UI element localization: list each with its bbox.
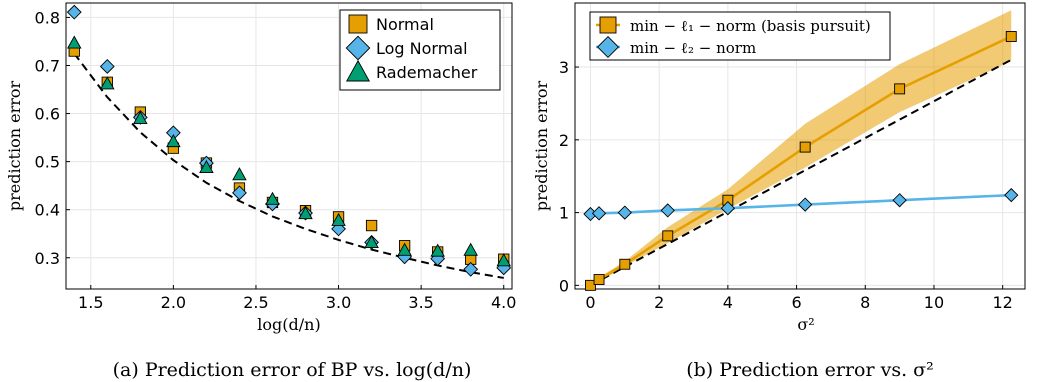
- y-tick-label: 0.6: [35, 105, 60, 124]
- x-tick-label: 4.0: [491, 293, 516, 312]
- x-tick-label: 10: [924, 293, 944, 312]
- data-point-triangle: [496, 253, 512, 267]
- reference-dashed-curve: [589, 58, 1012, 287]
- panel-b-marks: [583, 10, 1019, 291]
- x-tick-label: 2.5: [243, 293, 268, 312]
- data-point-square: [365, 219, 378, 232]
- panel-a-legend: Normal Log Normal Rademacher: [339, 9, 501, 91]
- panel-a-plot-frame: [65, 2, 513, 290]
- legend-marker-diamond: [345, 35, 371, 61]
- data-point-square: [894, 83, 906, 95]
- data-point-diamond: [99, 59, 115, 74]
- data-point-square: [585, 279, 596, 291]
- reference-dashed-curve: [73, 52, 504, 279]
- panel-a-marks: [66, 4, 512, 279]
- panel-b-legend: min − ℓ₁ − norm (basis pursuit) min − ℓ₂ …: [589, 11, 891, 61]
- data-point-square: [619, 258, 631, 270]
- legend-marker-square: [599, 16, 617, 34]
- data-point-square: [799, 141, 811, 153]
- x-tick-label: 8: [860, 293, 870, 312]
- y-tick-label: 3: [559, 58, 569, 77]
- x-tick-label: 2.0: [161, 293, 186, 312]
- data-point-diamond: [66, 4, 82, 20]
- data-point-diamond: [1004, 187, 1019, 203]
- legend-marker-diamond: [596, 35, 620, 59]
- data-point-triangle: [364, 234, 379, 249]
- panel-a-ticks: 1.5 2.0 2.5 3.0 3.5 4.0 0.3 0.4 0.5 0.6 0.7 0.8: [35, 8, 517, 312]
- panel-a: 1.5 2.0 2.5 3.0 3.5 4.0 0.3 0.4 0.5 0.6 0.7 0.8 log…: [5, 2, 517, 381]
- panel-a-grid: [66, 3, 512, 289]
- data-point-diamond: [617, 205, 632, 220]
- data-point-square: [593, 274, 605, 285]
- y-tick-label: 1: [559, 204, 569, 223]
- data-point-triangle: [331, 212, 346, 226]
- legend-label: Normal: [376, 15, 434, 34]
- legend-marker-square: [348, 14, 368, 34]
- y-tick-label: 2: [559, 131, 569, 150]
- data-point-diamond: [660, 203, 675, 218]
- data-point-diamond: [892, 193, 907, 208]
- panel-b-caption: (b) Prediction error vs. σ²: [686, 359, 934, 381]
- legend-label: min − ℓ₂ − norm: [630, 39, 756, 57]
- legend-marker-triangle: [345, 59, 371, 82]
- panel-a-y-axis-label: prediction error: [5, 81, 24, 212]
- data-point-diamond: [463, 261, 479, 277]
- data-point-triangle: [199, 159, 214, 174]
- data-point-triangle: [66, 35, 82, 49]
- x-tick-label: 3.5: [408, 293, 433, 312]
- panel-a-x-axis-label: log(d/n): [257, 315, 320, 334]
- x-tick-label: 4: [723, 293, 733, 312]
- data-point-triangle: [298, 206, 313, 220]
- x-tick-label: 0: [585, 293, 595, 312]
- x-tick-label: 12: [992, 293, 1012, 312]
- data-point-diamond: [232, 185, 247, 201]
- panel-b-x-axis-label: σ²: [797, 315, 814, 334]
- data-point-triangle: [463, 242, 478, 256]
- data-point-diamond: [720, 201, 735, 216]
- x-tick-label: 1.5: [78, 293, 103, 312]
- data-point-triangle: [133, 110, 148, 125]
- data-point-triangle: [166, 134, 181, 148]
- legend-label: min − ℓ₁ − norm (basis pursuit): [630, 17, 871, 35]
- y-tick-label: 0.8: [35, 8, 60, 27]
- data-point-triangle: [100, 76, 115, 90]
- legend-label: Log Normal: [376, 39, 468, 58]
- panel-a-caption: (a) Prediction error of BP vs. log(d/n): [113, 359, 472, 381]
- data-point-triangle: [265, 191, 280, 205]
- data-point-triangle: [232, 167, 247, 181]
- data-point-square: [662, 230, 674, 242]
- x-tick-label: 6: [791, 293, 801, 312]
- data-point-square: [1005, 31, 1017, 42]
- panel-b-plot-frame: [574, 2, 1026, 290]
- data-point-triangle: [430, 243, 445, 257]
- y-tick-label: 0.5: [35, 153, 60, 172]
- x-tick-label: 3.0: [326, 293, 351, 312]
- panel-b-y-axis-label: prediction error: [532, 81, 551, 212]
- y-tick-label: 0.7: [35, 56, 60, 75]
- y-tick-label: 0: [559, 276, 569, 295]
- data-point-diamond: [798, 197, 813, 212]
- y-tick-label: 0.3: [35, 249, 60, 268]
- legend-label: Rademacher: [376, 63, 478, 82]
- data-point-triangle: [397, 242, 412, 256]
- y-tick-label: 0.4: [35, 201, 60, 220]
- legend-box: [589, 11, 891, 61]
- data-point-diamond: [591, 206, 607, 221]
- x-tick-label: 2: [654, 293, 664, 312]
